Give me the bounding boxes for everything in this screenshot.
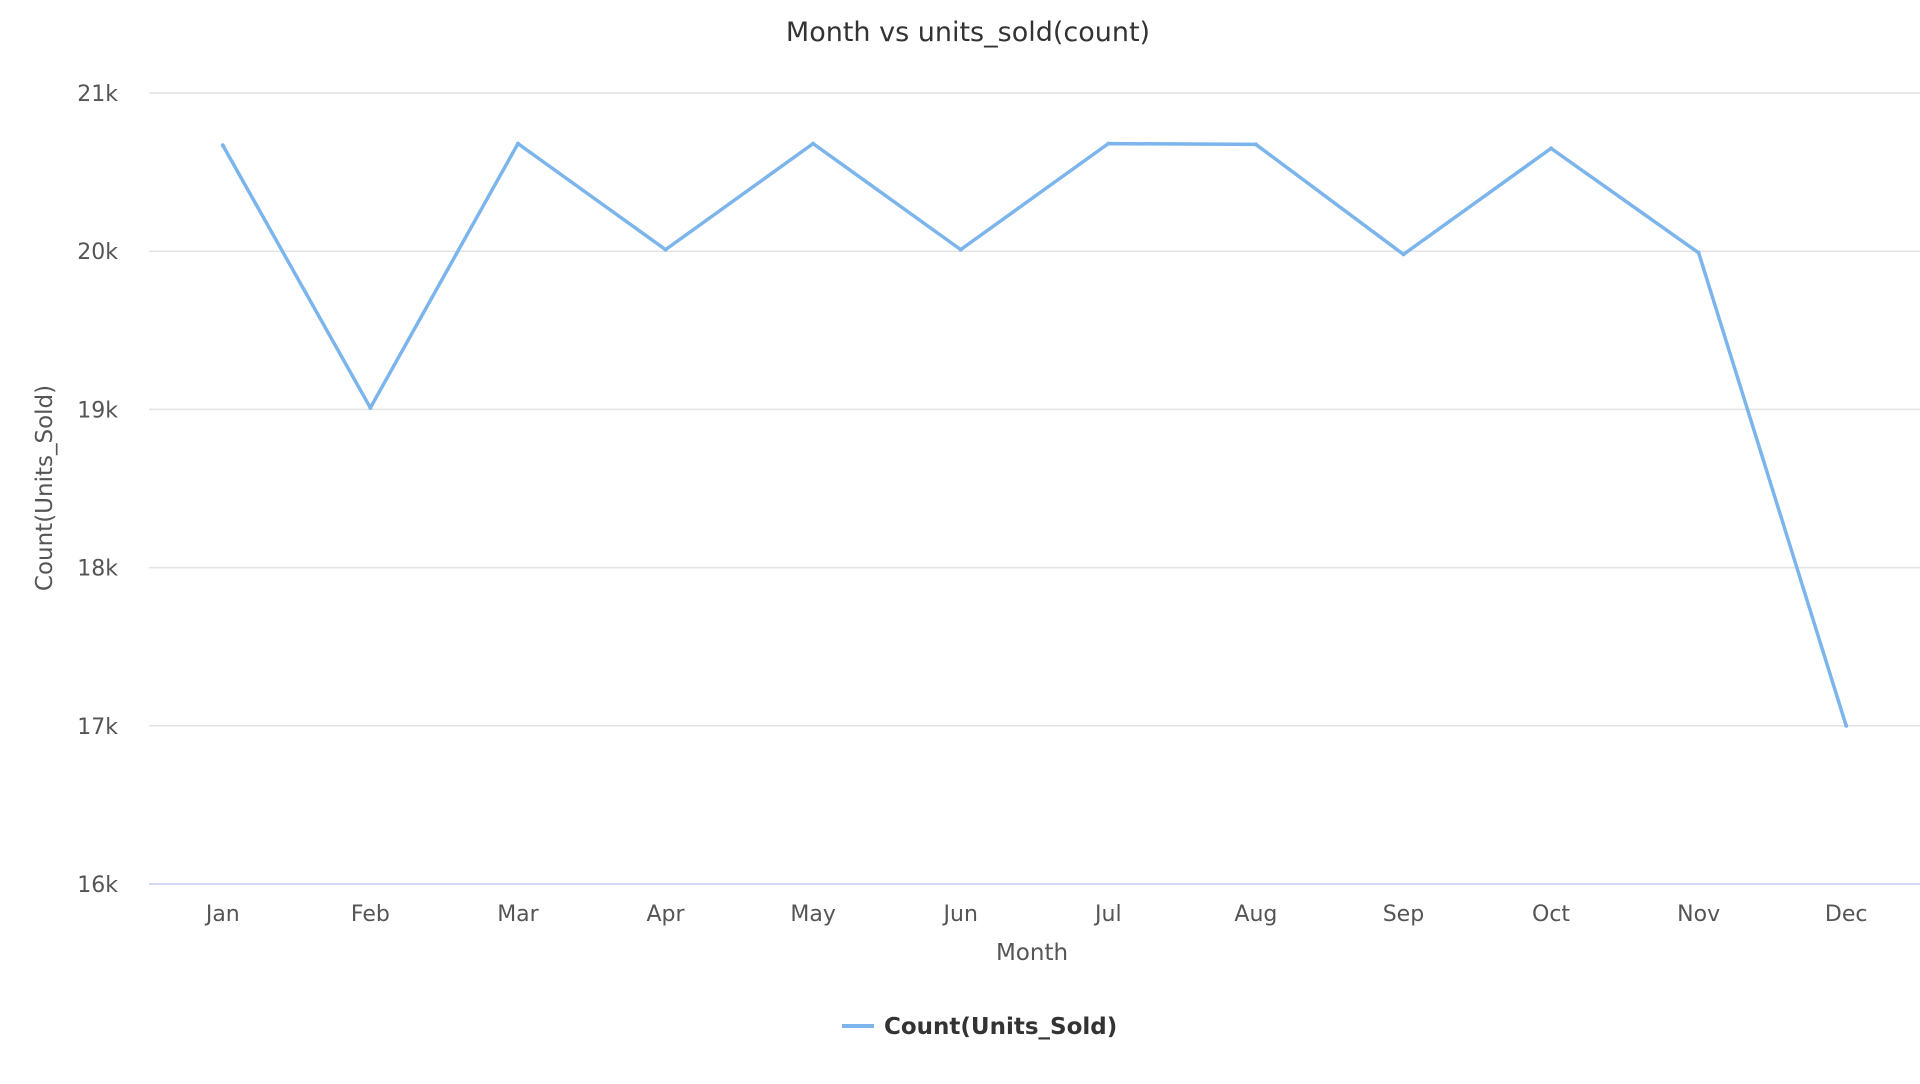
x-axis-ticks: Jan Feb Mar Apr May Jun Jul Aug Sep Oct Nov Dec [204,902,1868,927]
data-point [1106,141,1111,146]
x-tick-label: Sep [1383,902,1424,927]
x-tick-label: Mar [497,902,539,927]
x-tick-label: Oct [1532,902,1570,927]
x-tick-label: Apr [647,902,686,927]
data-point [1696,250,1701,255]
legend-label: Count(Units_Sold) [884,1014,1117,1040]
data-point [515,141,520,146]
data-point [1844,723,1849,728]
x-tick-label: Dec [1825,902,1868,927]
gridlines [149,92,1920,885]
legend[interactable]: Count(Units_Sold) [842,1014,1117,1040]
x-axis-label: Month [996,940,1068,966]
series-layer [220,141,1849,728]
x-tick-label: Aug [1234,902,1277,927]
y-tick-label: 19k [77,398,118,423]
data-point [811,141,816,146]
x-tick-label: Jul [1093,902,1122,927]
x-tick-label: May [790,902,835,927]
y-axis-label: Count(Units_Sold) [32,385,58,591]
y-axis-ticks: 16k 17k 18k 19k 20k 21k [77,82,118,898]
data-point [1253,142,1258,147]
y-tick-label: 16k [77,873,118,898]
x-tick-label: Jan [204,902,240,927]
y-tick-label: 21k [77,82,118,107]
data-point [220,143,225,148]
y-tick-label: 18k [77,557,118,582]
y-tick-label: 20k [77,240,118,265]
data-point [958,247,963,252]
data-point [663,247,668,252]
x-tick-label: Jun [942,902,978,927]
x-tick-label: Feb [351,902,390,927]
data-point [1401,252,1406,257]
chart-title: Month vs units_sold(count) [786,17,1150,48]
data-point [1549,146,1554,151]
x-tick-label: Nov [1677,902,1720,927]
data-point [368,405,373,410]
y-tick-label: 17k [77,715,118,740]
series-line [221,141,1848,728]
